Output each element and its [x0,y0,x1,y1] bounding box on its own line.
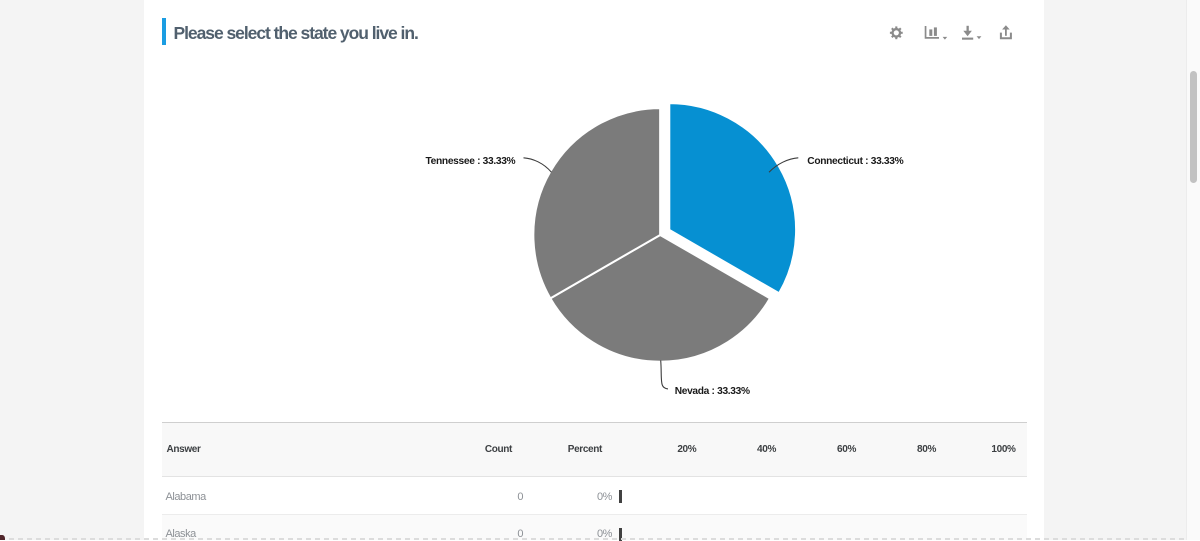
svg-text:Tennessee : 33.33%: Tennessee : 33.33% [426,156,516,167]
svg-text:Nevada : 33.33%: Nevada : 33.33% [675,386,750,397]
svg-text:Connecticut : 33.33%: Connecticut : 33.33% [807,156,903,167]
